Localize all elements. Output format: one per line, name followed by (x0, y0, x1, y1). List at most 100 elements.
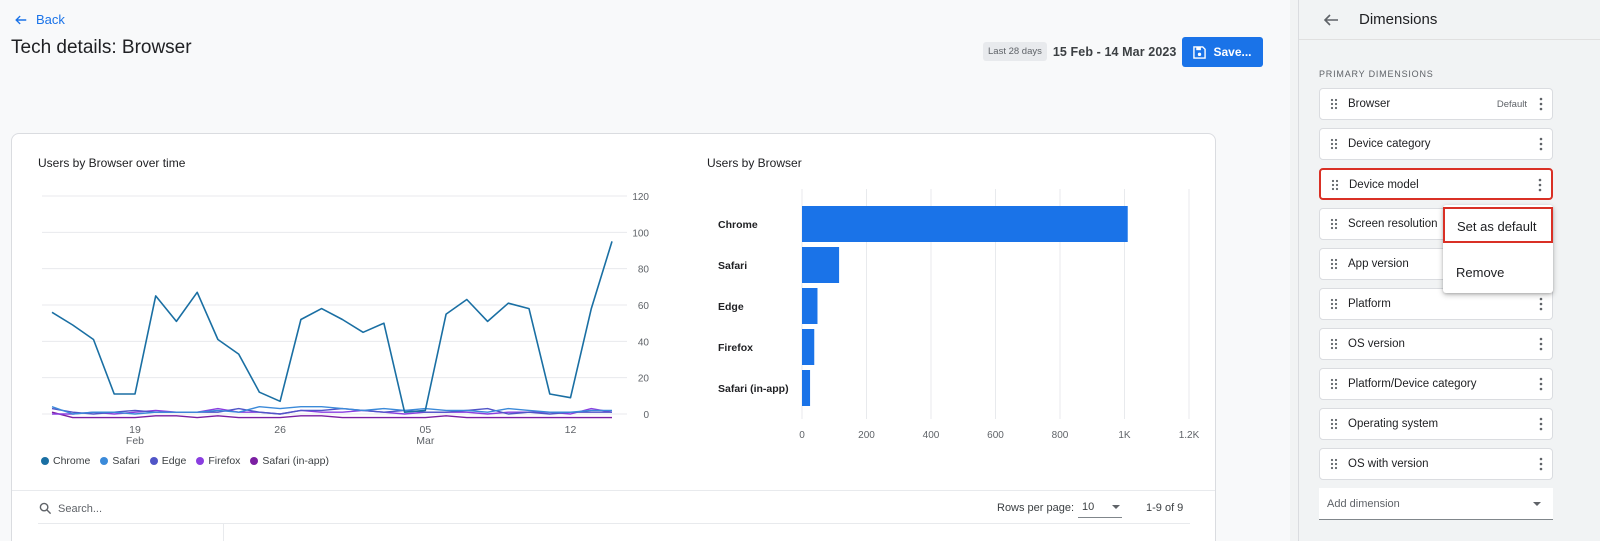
x-tick-label: 200 (858, 430, 875, 441)
y-tick-label: 120 (632, 192, 649, 203)
legend-label: Safari (112, 455, 140, 467)
drag-handle-icon[interactable] (1330, 418, 1338, 430)
date-range-text: 15 Feb - 14 Mar 2023 (1052, 44, 1177, 59)
dimension-item[interactable]: Device model (1319, 168, 1553, 200)
more-vert-icon[interactable] (1538, 137, 1544, 151)
add-dimension-select[interactable]: Add dimension (1319, 488, 1553, 520)
more-vert-icon[interactable] (1538, 377, 1544, 391)
legend-dot (196, 457, 205, 465)
save-icon (1193, 45, 1207, 59)
legend-item[interactable]: Safari (100, 455, 140, 467)
category-label: Firefox (718, 342, 753, 354)
rows-per-page-label: Rows per page: (997, 502, 1075, 514)
rows-per-page-select[interactable]: 10 (1078, 498, 1122, 518)
legend-item[interactable]: Safari (in-app) (250, 455, 329, 467)
line-chart-title: Users by Browser over time (38, 156, 186, 170)
save-label: Save... (1213, 45, 1252, 59)
line-chart-legend: Chrome Safari Edge Firefox Safari (in-app) (41, 455, 329, 467)
more-vert-icon[interactable] (1538, 457, 1544, 471)
more-vert-icon[interactable] (1538, 417, 1544, 431)
legend-dot (250, 457, 259, 465)
bar[interactable] (802, 370, 811, 406)
legend-item[interactable]: Edge (149, 455, 187, 467)
search-input[interactable] (58, 500, 358, 518)
bar-chart: 0 200 400 600 800 1K 1.2K Chrome Safari Edge Firef… (718, 189, 1200, 441)
menu-item-remove[interactable]: Remove (1456, 265, 1505, 280)
back-label: Back (36, 12, 65, 27)
drag-handle-icon[interactable] (1330, 258, 1338, 270)
bar[interactable] (802, 247, 840, 283)
drag-handle-icon[interactable] (1330, 298, 1338, 310)
report-card: Users by Browser over time Users by Brow… (11, 133, 1216, 541)
x-tick-label: 1K (1118, 430, 1131, 441)
date-range-picker[interactable]: Last 28 days 15 Feb - 14 Mar 2023 (983, 42, 1176, 61)
dimension-item[interactable]: OS with version (1319, 448, 1553, 480)
legend-item[interactable]: Chrome (41, 455, 90, 467)
bar[interactable] (802, 288, 818, 324)
legend-label: Firefox (208, 455, 241, 467)
y-tick-label: 40 (638, 337, 650, 348)
rows-per-page-value: 10 (1082, 500, 1095, 513)
x-tick-label: 12 (565, 424, 577, 436)
more-vert-icon[interactable] (1538, 297, 1544, 311)
y-tick-label: 0 (643, 410, 649, 421)
section-label: PRIMARY DIMENSIONS (1319, 69, 1434, 79)
caret-down-icon (1112, 504, 1120, 509)
series-line-edge (51, 407, 612, 415)
dimension-label: OS with version (1348, 458, 1429, 470)
menu-item-set-default[interactable]: Set as default (1443, 207, 1553, 243)
legend-label: Edge (161, 455, 187, 467)
drag-handle-icon[interactable] (1330, 378, 1338, 390)
drag-handle-icon[interactable] (1330, 458, 1338, 470)
dimension-item[interactable]: Operating system (1319, 408, 1553, 440)
drag-handle-icon[interactable] (1330, 138, 1338, 150)
arrow-left-icon (15, 15, 27, 24)
save-button[interactable]: Save... (1182, 37, 1263, 67)
series-line-safari-in-app (51, 411, 612, 419)
legend-dot (149, 457, 158, 465)
legend-label: Chrome (53, 455, 91, 467)
x-tick-label: 05 (419, 424, 431, 436)
bar[interactable] (802, 206, 1128, 242)
drag-handle-icon[interactable] (1331, 179, 1339, 191)
page-title: Tech details: Browser (11, 37, 192, 58)
more-vert-icon[interactable] (1538, 97, 1544, 111)
drag-handle-icon[interactable] (1330, 98, 1338, 110)
y-tick-label: 100 (632, 228, 649, 239)
legend-dot (100, 457, 109, 465)
dimension-label: Device model (1349, 179, 1419, 191)
x-tick-label: 800 (1052, 430, 1069, 441)
dimension-item[interactable]: Platform/Device category (1319, 368, 1553, 400)
search-icon (39, 502, 52, 515)
table-column-divider (223, 523, 224, 541)
dimension-item[interactable]: Browser Default (1319, 88, 1553, 120)
default-badge: Default (1496, 99, 1527, 110)
arrow-left-icon[interactable] (1323, 12, 1339, 28)
drag-handle-icon[interactable] (1330, 338, 1338, 350)
bar[interactable] (802, 329, 815, 365)
x-tick-label: 1.2K (1179, 430, 1200, 441)
table-toolbar: Rows per page: 10 1-9 of 9 (12, 490, 1215, 526)
drag-handle-icon[interactable] (1330, 218, 1338, 230)
dimension-item[interactable]: Platform (1319, 288, 1553, 320)
x-tick-sublabel: Mar (416, 435, 435, 447)
dimension-label: OS version (1348, 338, 1405, 350)
category-label: Safari (718, 260, 747, 272)
back-button[interactable]: Back (14, 12, 65, 27)
dimension-label: Browser (1348, 98, 1391, 110)
more-vert-icon[interactable] (1537, 178, 1543, 192)
category-label: Chrome (718, 219, 758, 231)
series-line-safari (51, 405, 612, 415)
x-tick-label: 19 (129, 424, 141, 436)
more-vert-icon[interactable] (1538, 337, 1544, 351)
context-menu: Set as default Remove (1443, 205, 1553, 293)
dimension-label: Platform/Device category (1348, 378, 1477, 390)
add-dimension-placeholder: Add dimension (1327, 498, 1400, 510)
category-label: Safari (in-app) (718, 383, 789, 395)
pagination-text: 1-9 of 9 (1146, 502, 1184, 514)
dimension-item[interactable]: OS version (1319, 328, 1553, 360)
category-label: Edge (718, 301, 744, 313)
dimension-item[interactable]: Device category (1319, 128, 1553, 160)
dimension-label: Operating system (1348, 418, 1439, 430)
legend-item[interactable]: Firefox (196, 455, 240, 467)
